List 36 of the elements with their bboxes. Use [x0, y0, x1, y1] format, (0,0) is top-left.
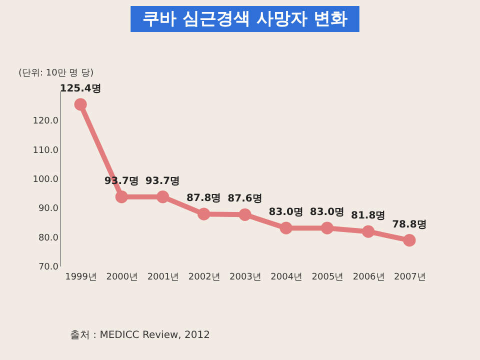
data-label: 93.7명	[104, 176, 140, 187]
data-label: 125.4명	[60, 83, 102, 94]
y-tick-label: 120.0	[32, 116, 59, 127]
data-label: 83.0명	[268, 207, 304, 218]
x-tick-label: 1999년	[65, 272, 98, 282]
x-tick-label: 2001년	[147, 272, 180, 282]
x-tick-label: 2004년	[270, 272, 303, 282]
point	[403, 234, 416, 247]
point	[238, 208, 252, 221]
point	[362, 225, 375, 238]
x-tick-label: 2000년	[106, 272, 138, 282]
point	[320, 222, 334, 234]
point	[198, 208, 210, 220]
y-tick-label: 110.0	[32, 146, 59, 156]
x-tick-label: 2002년	[188, 272, 220, 282]
y-tick-label: 100.0	[32, 175, 59, 185]
data-label: 81.8명	[350, 210, 386, 222]
point	[115, 190, 128, 204]
point	[156, 190, 170, 204]
point	[280, 222, 292, 234]
y-tick-label: 80.0	[38, 233, 59, 244]
data-label: 93.7명	[145, 176, 180, 187]
y-axis-title: (단위: 10만 명 당)	[18, 68, 94, 78]
x-tick-label: 2005년	[312, 272, 344, 282]
y-tick-label: 70.0	[38, 262, 59, 272]
x-tick-label: 2006년	[352, 272, 385, 282]
data-label: 83.0명	[310, 207, 345, 218]
x-tick-label: 2007년	[394, 272, 426, 282]
x-tick-label: 2003년	[230, 272, 262, 282]
point	[74, 98, 87, 111]
y-tick-label: 90.0	[38, 204, 59, 214]
chart-title: 쿠바 심근경색 사망자 변화	[142, 9, 348, 29]
data-label: 78.8명	[392, 219, 427, 230]
data-label: 87.6명	[228, 194, 262, 205]
data-label: 87.8명	[186, 193, 222, 204]
source-note: 출처 : MEDICC Review, 2012	[70, 329, 210, 342]
